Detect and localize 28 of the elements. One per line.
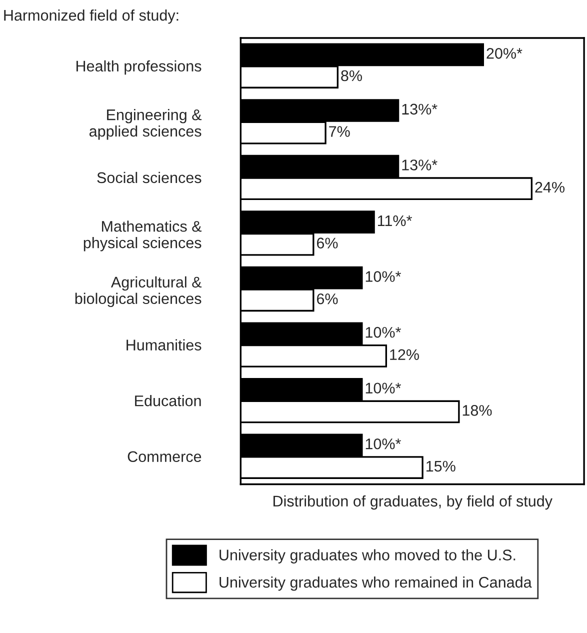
data-label: 24% — [535, 182, 564, 193]
y-tick-label: Mathematics & physical sciences — [84, 220, 202, 252]
data-label: 13%* — [402, 160, 438, 170]
data-label: 10%* — [366, 326, 401, 338]
data-label: 10%* — [366, 382, 401, 394]
data-label: 7% — [329, 126, 350, 137]
data-label: 18% — [462, 405, 492, 416]
y-tick-label: Engineering & applied sciences — [89, 109, 202, 140]
data-label: 15% — [426, 460, 456, 472]
y-tick-label: Social sciences — [97, 172, 202, 184]
data-label: 12% — [390, 349, 419, 360]
legend-label: University graduates who remained in Canada — [220, 576, 532, 591]
data-label: 20%* — [486, 48, 522, 59]
data-label: 11%* — [378, 215, 412, 226]
y-tick-label: Education — [135, 395, 201, 406]
legend-label: University graduates who moved to the U.S. — [220, 549, 516, 564]
x-axis-title: Distribution of graduates, by field of study — [274, 495, 552, 510]
data-label: 10%* — [366, 438, 401, 450]
data-label: 13%* — [402, 104, 438, 115]
data-label: 8% — [341, 70, 362, 82]
text: Harmonized field of study: — [4, 9, 178, 24]
y-tick-label: Commerce — [128, 451, 202, 462]
y-tick-label: Health professions — [76, 60, 202, 75]
y-tick-label: Humanities — [126, 339, 202, 350]
data-label: 6% — [316, 238, 338, 248]
data-label: 10%* — [366, 271, 401, 282]
data-label: 6% — [316, 293, 338, 304]
y-tick-label: Agricultural & biological sciences — [75, 276, 202, 308]
